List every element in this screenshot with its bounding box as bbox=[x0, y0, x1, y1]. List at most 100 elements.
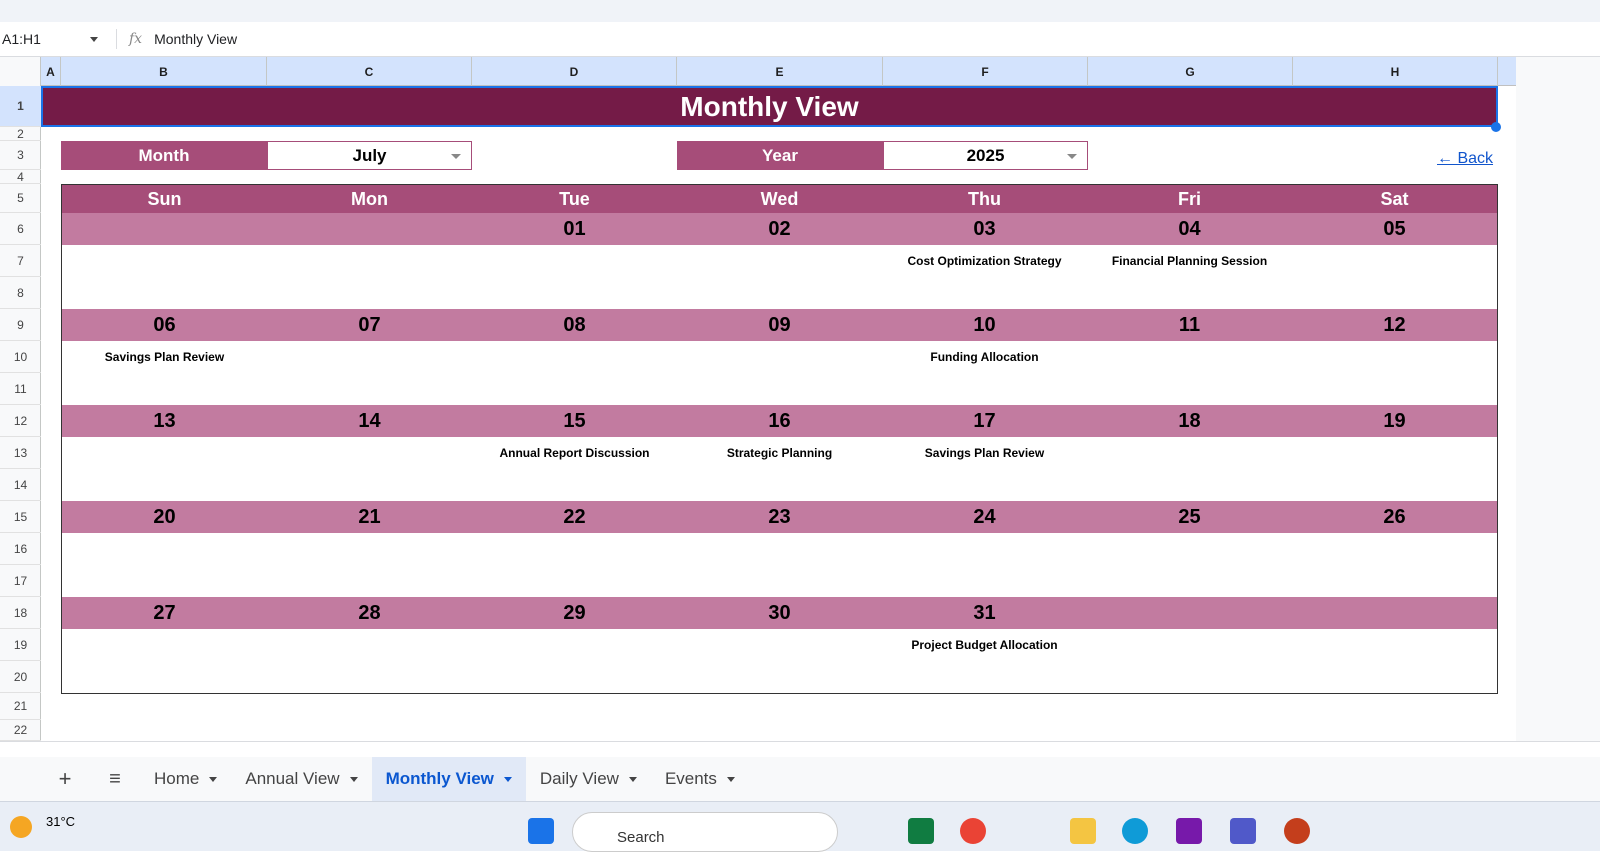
date-cell[interactable]: 06 bbox=[153, 313, 176, 336]
page-title[interactable]: Monthly View bbox=[41, 86, 1498, 127]
excel-icon[interactable] bbox=[908, 818, 934, 844]
row-header-21[interactable]: 21 bbox=[0, 693, 41, 720]
date-cell[interactable]: 15 bbox=[563, 409, 586, 432]
date-cell[interactable]: 28 bbox=[358, 601, 381, 624]
row-header-11[interactable]: 11 bbox=[0, 373, 41, 405]
date-cell[interactable]: 26 bbox=[1383, 505, 1406, 528]
row-header-10[interactable]: 10 bbox=[0, 341, 41, 373]
taskbar-search[interactable]: Search bbox=[572, 812, 838, 852]
date-cell[interactable]: 18 bbox=[1178, 409, 1201, 432]
event-cell[interactable] bbox=[62, 533, 267, 565]
event-cell[interactable] bbox=[62, 437, 267, 469]
date-cell[interactable]: 08 bbox=[563, 313, 586, 336]
event-cell[interactable] bbox=[677, 629, 882, 661]
event-cell[interactable] bbox=[472, 245, 677, 277]
sheet-tab-monthly-view[interactable]: Monthly View bbox=[371, 757, 526, 801]
date-cell[interactable]: 13 bbox=[153, 409, 176, 432]
teams-icon[interactable] bbox=[1230, 818, 1256, 844]
date-cell[interactable]: 27 bbox=[153, 601, 176, 624]
column-header-h[interactable]: H bbox=[1293, 57, 1498, 86]
row-header-17[interactable]: 17 bbox=[0, 565, 41, 597]
row-header-1[interactable]: 1 bbox=[0, 86, 41, 127]
row-header-18[interactable]: 18 bbox=[0, 597, 41, 629]
date-cell[interactable]: 20 bbox=[153, 505, 176, 528]
onenote-icon[interactable] bbox=[1176, 818, 1202, 844]
selection-handle[interactable] bbox=[1491, 122, 1501, 132]
date-cell[interactable]: 12 bbox=[1383, 313, 1406, 336]
date-cell[interactable]: 16 bbox=[768, 409, 791, 432]
date-cell[interactable] bbox=[1292, 597, 1497, 629]
event-cell[interactable]: Cost Optimization Strategy bbox=[907, 254, 1062, 268]
row-header-14[interactable]: 14 bbox=[0, 469, 41, 501]
date-cell[interactable]: 02 bbox=[768, 217, 791, 240]
date-cell[interactable]: 03 bbox=[973, 217, 996, 240]
row-header-4[interactable]: 4 bbox=[0, 170, 41, 184]
edge-icon[interactable] bbox=[1122, 818, 1148, 844]
sheet-tab-daily-view[interactable]: Daily View bbox=[526, 757, 651, 801]
row-header-9[interactable]: 9 bbox=[0, 309, 41, 341]
event-cell[interactable] bbox=[1292, 629, 1497, 661]
sheet-tab-home[interactable]: Home bbox=[140, 757, 231, 801]
column-header-d[interactable]: D bbox=[472, 57, 677, 86]
date-cell[interactable] bbox=[267, 213, 472, 245]
event-cell[interactable] bbox=[62, 245, 267, 277]
event-cell[interactable] bbox=[1292, 437, 1497, 469]
date-cell[interactable] bbox=[1087, 597, 1292, 629]
event-cell[interactable] bbox=[1087, 629, 1292, 661]
event-cell[interactable] bbox=[677, 245, 882, 277]
chevron-down-icon[interactable] bbox=[503, 776, 512, 782]
event-cell[interactable]: Funding Allocation bbox=[930, 350, 1039, 364]
row-header-13[interactable]: 13 bbox=[0, 437, 41, 469]
chevron-down-icon[interactable] bbox=[349, 776, 358, 782]
event-cell[interactable]: Savings Plan Review bbox=[104, 350, 225, 364]
date-cell[interactable]: 11 bbox=[1178, 313, 1201, 336]
event-cell[interactable] bbox=[1292, 533, 1497, 565]
event-cell[interactable] bbox=[472, 341, 677, 373]
date-cell[interactable]: 19 bbox=[1383, 409, 1406, 432]
row-header-8[interactable]: 8 bbox=[0, 277, 41, 309]
event-cell[interactable] bbox=[267, 245, 472, 277]
event-cell[interactable]: Savings Plan Review bbox=[924, 446, 1045, 460]
chevron-down-icon[interactable] bbox=[628, 776, 637, 782]
row-header-20[interactable]: 20 bbox=[0, 661, 41, 693]
column-header-f[interactable]: F bbox=[883, 57, 1088, 86]
date-cell[interactable]: 25 bbox=[1178, 505, 1201, 528]
row-header-2[interactable]: 2 bbox=[0, 127, 41, 141]
column-header-b[interactable]: B bbox=[61, 57, 267, 86]
event-cell[interactable] bbox=[472, 533, 677, 565]
row-header-19[interactable]: 19 bbox=[0, 629, 41, 661]
event-cell[interactable] bbox=[267, 533, 472, 565]
row-header-6[interactable]: 6 bbox=[0, 213, 41, 245]
event-cell[interactable] bbox=[267, 437, 472, 469]
chevron-down-icon[interactable] bbox=[209, 776, 218, 782]
add-sheet-icon[interactable]: + bbox=[58, 766, 72, 791]
formula-input[interactable]: Monthly View bbox=[154, 31, 238, 47]
event-cell[interactable]: Strategic Planning bbox=[726, 446, 833, 460]
name-box[interactable]: A1:H1 bbox=[0, 31, 100, 47]
date-cell[interactable]: 29 bbox=[563, 601, 586, 624]
date-cell[interactable]: 01 bbox=[563, 217, 586, 240]
event-cell[interactable] bbox=[677, 533, 882, 565]
sheet-tab-events[interactable]: Events bbox=[651, 757, 749, 801]
event-cell[interactable] bbox=[267, 629, 472, 661]
row-header-15[interactable]: 15 bbox=[0, 501, 41, 533]
select-all[interactable] bbox=[0, 57, 41, 86]
row-header-22[interactable]: 22 bbox=[0, 720, 41, 741]
date-cell[interactable]: 21 bbox=[358, 505, 381, 528]
date-cell[interactable]: 07 bbox=[358, 313, 381, 336]
event-cell[interactable] bbox=[677, 341, 882, 373]
chrome-icon[interactable] bbox=[960, 818, 986, 844]
column-header-c[interactable]: C bbox=[267, 57, 472, 86]
back-link[interactable]: ← Back bbox=[1437, 150, 1494, 167]
event-cell[interactable] bbox=[1292, 245, 1497, 277]
date-cell[interactable]: 30 bbox=[768, 601, 791, 624]
date-cell[interactable]: 14 bbox=[358, 409, 381, 432]
event-cell[interactable]: Financial Planning Session bbox=[1111, 254, 1268, 268]
date-cell[interactable]: 24 bbox=[973, 505, 996, 528]
date-cell[interactable]: 10 bbox=[973, 313, 996, 336]
sheet-tab-annual-view[interactable]: Annual View bbox=[231, 757, 371, 801]
event-cell[interactable] bbox=[1087, 341, 1292, 373]
event-cell[interactable] bbox=[1087, 533, 1292, 565]
event-cell[interactable] bbox=[1292, 341, 1497, 373]
event-cell[interactable] bbox=[267, 341, 472, 373]
